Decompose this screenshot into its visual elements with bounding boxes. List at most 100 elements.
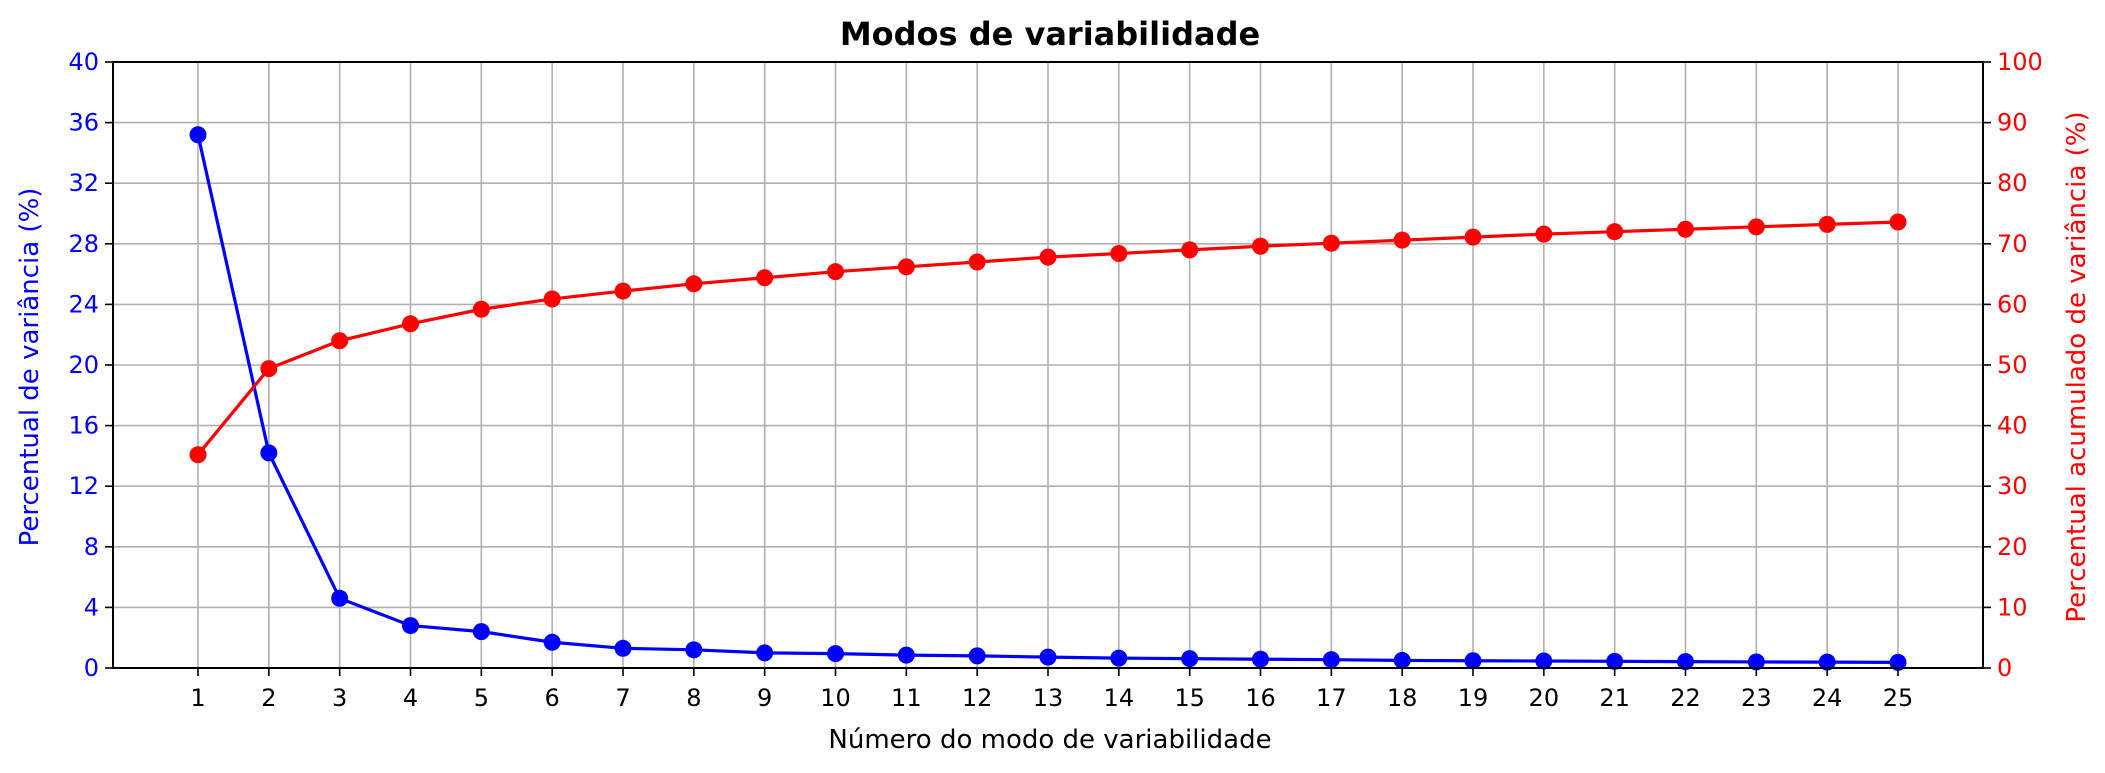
variance-point bbox=[827, 645, 844, 663]
x-tick-label: 7 bbox=[615, 684, 630, 712]
cumulative-point bbox=[685, 275, 703, 293]
x-tick-label: 2 bbox=[261, 684, 276, 712]
variance-point bbox=[1535, 652, 1553, 670]
cumulative-point bbox=[756, 269, 774, 287]
cumulative-point bbox=[1535, 225, 1553, 243]
right-y-axis-label: Percentual acumulado de variância (%) bbox=[2062, 111, 2092, 622]
cumulative-point bbox=[402, 315, 419, 333]
left-y-tick-label: 28 bbox=[68, 230, 99, 258]
variance-point bbox=[1889, 653, 1907, 671]
variance-point bbox=[1677, 653, 1694, 671]
x-tick-label: 13 bbox=[1033, 684, 1064, 712]
cumulative-point bbox=[1677, 220, 1694, 238]
variance-point bbox=[543, 633, 561, 651]
x-tick-label: 9 bbox=[757, 684, 772, 712]
left-y-tick-label: 20 bbox=[68, 351, 99, 379]
left-y-tick-label: 12 bbox=[68, 472, 99, 500]
cumulative-point bbox=[260, 360, 278, 378]
variance-point bbox=[331, 589, 349, 607]
right-y-tick-label: 100 bbox=[1997, 48, 2043, 76]
variance-point bbox=[614, 639, 632, 657]
x-tick-label: 23 bbox=[1741, 684, 1772, 712]
right-y-tick-label: 70 bbox=[1997, 230, 2028, 258]
variance-point bbox=[968, 647, 986, 665]
cumulative-point bbox=[543, 290, 561, 308]
left-y-tick-label: 16 bbox=[68, 412, 99, 440]
x-tick-label: 15 bbox=[1174, 684, 1205, 712]
cumulative-point bbox=[472, 300, 490, 318]
x-tick-label: 14 bbox=[1104, 684, 1135, 712]
cumulative-point bbox=[1747, 218, 1765, 236]
x-tick-label: 18 bbox=[1387, 684, 1418, 712]
chart-title: Modos de variabilidade bbox=[840, 15, 1260, 53]
x-tick-label: 17 bbox=[1316, 684, 1347, 712]
cumulative-point bbox=[1464, 228, 1482, 246]
cumulative-point bbox=[827, 263, 844, 281]
left-y-tick-label: 0 bbox=[84, 654, 99, 682]
x-tick-label: 5 bbox=[474, 684, 489, 712]
x-tick-label: 22 bbox=[1670, 684, 1701, 712]
right-y-tick-label: 20 bbox=[1997, 533, 2028, 561]
cumulative-point bbox=[1110, 244, 1128, 262]
cumulative-point bbox=[1889, 213, 1907, 231]
x-tick-label: 19 bbox=[1458, 684, 1489, 712]
variance-point bbox=[472, 623, 490, 641]
left-y-tick-label: 36 bbox=[68, 109, 99, 137]
x-tick-label: 6 bbox=[545, 684, 560, 712]
variance-point bbox=[685, 641, 703, 659]
cumulative-point bbox=[1393, 231, 1411, 249]
cumulative-point bbox=[1818, 215, 1836, 233]
right-y-tick-label: 0 bbox=[1997, 654, 2012, 682]
variance-point bbox=[756, 644, 774, 662]
cumulative-point bbox=[1252, 237, 1269, 255]
x-tick-label: 1 bbox=[190, 684, 205, 712]
x-tick-label: 21 bbox=[1599, 684, 1630, 712]
variance-point bbox=[1606, 652, 1624, 670]
grid-lines bbox=[113, 61, 1983, 669]
variance-point bbox=[1818, 653, 1836, 671]
cumulative-point bbox=[897, 258, 915, 276]
left-y-tick-label: 8 bbox=[84, 533, 99, 561]
variance-point bbox=[1393, 651, 1411, 669]
variance-point bbox=[260, 444, 278, 462]
left-y-tick-label: 24 bbox=[68, 290, 99, 318]
x-tick-label: 10 bbox=[820, 684, 851, 712]
variance-point bbox=[897, 646, 915, 664]
left-y-tick-label: 40 bbox=[68, 48, 99, 76]
x-tick-label: 8 bbox=[686, 684, 701, 712]
cumulative-point bbox=[1322, 234, 1340, 252]
variance-point bbox=[1747, 653, 1765, 671]
right-y-tick-label: 80 bbox=[1997, 169, 2028, 197]
right-y-tick-label: 90 bbox=[1997, 109, 2028, 137]
x-tick-label: 3 bbox=[332, 684, 347, 712]
variance-point bbox=[1110, 649, 1128, 667]
x-axis-label: Número do modo de variabilidade bbox=[828, 725, 1271, 755]
right-y-tick-label: 60 bbox=[1997, 290, 2028, 318]
right-y-tick-label: 40 bbox=[1997, 412, 2028, 440]
x-tick-label: 20 bbox=[1529, 684, 1560, 712]
cumulative-point bbox=[331, 332, 349, 350]
cumulative-point bbox=[614, 282, 632, 300]
variance-point bbox=[1464, 652, 1482, 670]
x-tick-label: 11 bbox=[891, 684, 922, 712]
cumulative-point bbox=[1039, 248, 1057, 266]
cumulative-point bbox=[968, 253, 986, 271]
variance-point bbox=[1252, 650, 1269, 668]
variance-point bbox=[1181, 650, 1199, 668]
right-y-tick-label: 50 bbox=[1997, 351, 2028, 379]
x-tick-label: 24 bbox=[1812, 684, 1843, 712]
cumulative-point bbox=[1181, 241, 1199, 259]
cumulative-point bbox=[1606, 223, 1624, 241]
variance-point bbox=[189, 126, 207, 144]
x-tick-label: 16 bbox=[1245, 684, 1276, 712]
variance-point bbox=[1322, 651, 1340, 669]
x-tick-label: 25 bbox=[1883, 684, 1914, 712]
left-y-tick-label: 32 bbox=[68, 169, 99, 197]
left-y-axis-label: Percentual de variância (%) bbox=[15, 188, 45, 547]
tick-labels: 1 2 3 4 5 6 7 8 9 10 11 12 13 14 15 16 17 18 19 20 21 22 23 24 2… bbox=[68, 48, 2042, 712]
variance-point bbox=[1039, 648, 1057, 666]
left-y-tick-label: 4 bbox=[84, 593, 99, 621]
x-tick-label: 4 bbox=[403, 684, 418, 712]
